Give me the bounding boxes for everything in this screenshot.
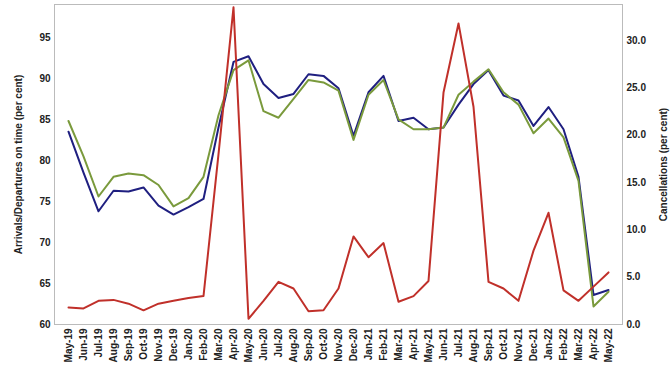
svg-text:May-22: May-22 <box>603 328 614 362</box>
svg-text:Dec-19: Dec-19 <box>168 328 179 361</box>
svg-text:Sep-21: Sep-21 <box>483 328 494 361</box>
svg-text:Cancellations (per cent): Cancellations (per cent) <box>658 108 669 221</box>
svg-text:Apr-20: Apr-20 <box>228 328 239 360</box>
svg-text:Oct-21: Oct-21 <box>498 328 509 360</box>
svg-text:Feb-20: Feb-20 <box>198 328 209 361</box>
svg-text:10.0: 10.0 <box>627 224 647 235</box>
svg-text:25.0: 25.0 <box>627 82 647 93</box>
svg-text:85: 85 <box>39 114 51 125</box>
svg-text:Nov-20: Nov-20 <box>333 328 344 362</box>
svg-text:Apr-21: Apr-21 <box>408 328 419 360</box>
svg-text:0.0: 0.0 <box>627 319 641 330</box>
svg-text:Mar-20: Mar-20 <box>213 328 224 361</box>
svg-text:Jan-22: Jan-22 <box>543 328 554 360</box>
svg-text:Aug-20: Aug-20 <box>288 328 299 362</box>
svg-text:May-19: May-19 <box>63 328 74 362</box>
svg-text:Sep-20: Sep-20 <box>303 328 314 361</box>
svg-text:Jul-20: Jul-20 <box>273 328 284 357</box>
svg-text:Aug-21: Aug-21 <box>468 328 479 362</box>
svg-text:Nov-19: Nov-19 <box>153 328 164 362</box>
svg-text:Jun-21: Jun-21 <box>438 328 449 361</box>
svg-text:May-20: May-20 <box>243 328 254 362</box>
svg-text:60: 60 <box>39 319 51 330</box>
svg-text:Jun-20: Jun-20 <box>258 328 269 361</box>
svg-text:Apr-22: Apr-22 <box>588 328 599 360</box>
svg-text:70: 70 <box>39 237 51 248</box>
svg-text:Mar-22: Mar-22 <box>573 328 584 361</box>
svg-text:80: 80 <box>39 155 51 166</box>
svg-text:Mar-21: Mar-21 <box>393 328 404 361</box>
svg-text:5.0: 5.0 <box>627 271 641 282</box>
svg-text:Arrivals/Departures on time (p: Arrivals/Departures on time (per cent) <box>13 75 24 255</box>
svg-text:Jul-21: Jul-21 <box>453 328 464 357</box>
svg-text:Dec-20: Dec-20 <box>348 328 359 361</box>
svg-text:90: 90 <box>39 73 51 84</box>
svg-text:Aug-19: Aug-19 <box>108 328 119 362</box>
svg-text:15.0: 15.0 <box>627 177 647 188</box>
svg-text:Jan-20: Jan-20 <box>183 328 194 360</box>
svg-text:Feb-22: Feb-22 <box>558 328 569 361</box>
svg-text:Dec-21: Dec-21 <box>528 328 539 361</box>
svg-text:95: 95 <box>39 32 51 43</box>
svg-text:20.0: 20.0 <box>627 129 647 140</box>
svg-text:30.0: 30.0 <box>627 35 647 46</box>
svg-text:75: 75 <box>39 196 51 207</box>
svg-text:Nov-21: Nov-21 <box>513 328 524 362</box>
svg-text:Feb-21: Feb-21 <box>378 328 389 361</box>
svg-text:Oct-20: Oct-20 <box>318 328 329 360</box>
svg-text:65: 65 <box>39 278 51 289</box>
svg-text:May-21: May-21 <box>423 328 434 362</box>
svg-text:Jul-19: Jul-19 <box>93 328 104 357</box>
svg-text:Jun-19: Jun-19 <box>78 328 89 361</box>
svg-text:Oct-19: Oct-19 <box>138 328 149 360</box>
svg-text:Jan-21: Jan-21 <box>363 328 374 360</box>
svg-text:Sep-19: Sep-19 <box>123 328 134 361</box>
